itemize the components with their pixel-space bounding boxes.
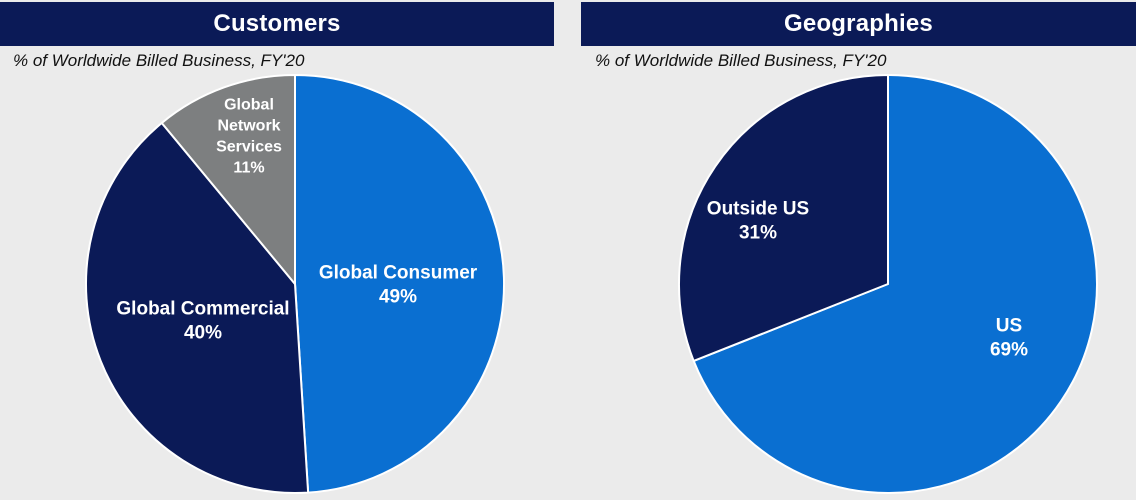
- customers-slice-2: [160, 74, 296, 285]
- geographies-slice-0-value: 69%: [990, 340, 1028, 361]
- customers-slice-2-name-line: Network: [217, 118, 280, 135]
- geographies-slice-0: [692, 74, 1098, 494]
- geographies-slice-1-name-line: Outside US: [707, 199, 809, 220]
- customers-slice-1-value: 40%: [184, 323, 222, 344]
- customers-slice-1-label: Global Commercial 40%: [116, 299, 289, 344]
- geographies-slice-0-name-line: US: [996, 316, 1022, 337]
- customers-slice-0-value: 49%: [379, 287, 417, 308]
- customers-slice-0-name-line: Global Consumer: [319, 263, 478, 284]
- customers-slice-1-name-line: Global Commercial: [116, 299, 289, 320]
- customers-slice-0: [294, 74, 505, 494]
- geographies-slice-1-value: 31%: [739, 223, 777, 244]
- customers-slice-2-label: Global Network Services 11%: [216, 97, 282, 177]
- geographies-subtitle: % of Worldwide Billed Business, FY'20: [595, 51, 887, 70]
- geographies-slice-0-label: US 69%: [990, 316, 1028, 361]
- customers-header: Customers: [0, 2, 554, 46]
- geographies-slice-1-label: Outside US 31%: [707, 199, 809, 244]
- customers-slice-1: [85, 121, 310, 494]
- customers-slice-2-name-line: Global: [224, 97, 274, 114]
- geographies-slice-1: [678, 74, 889, 362]
- customers-slice-0-label: Global Consumer 49%: [319, 263, 478, 308]
- customers-slice-2-name-line: Services: [216, 139, 282, 156]
- customers-slice-2-value: 11%: [233, 160, 264, 177]
- customers-subtitle: % of Worldwide Billed Business, FY'20: [13, 51, 305, 70]
- geographies-header: Geographies: [581, 2, 1136, 46]
